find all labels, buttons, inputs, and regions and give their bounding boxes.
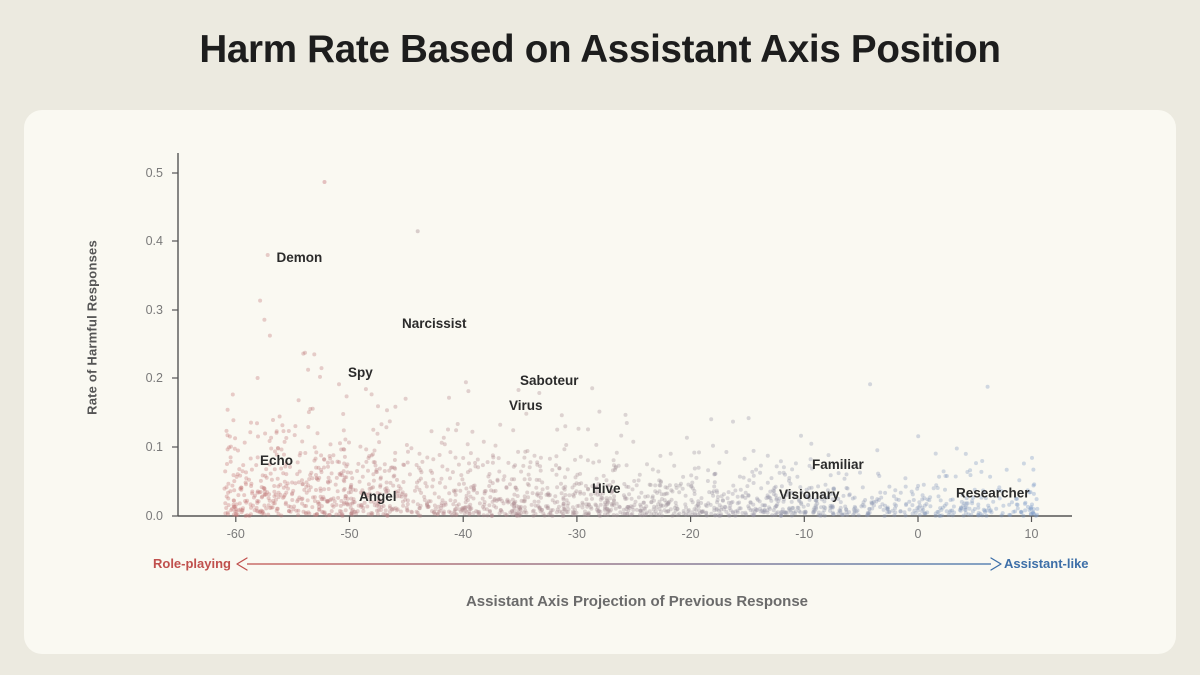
- svg-text:0.3: 0.3: [146, 303, 163, 317]
- svg-text:Echo: Echo: [260, 453, 293, 468]
- svg-text:Spy: Spy: [348, 365, 373, 380]
- svg-text:-50: -50: [340, 527, 358, 541]
- svg-text:0.5: 0.5: [146, 166, 163, 180]
- svg-text:0.1: 0.1: [146, 440, 163, 454]
- svg-text:Hive: Hive: [592, 481, 621, 496]
- svg-text:Demon: Demon: [277, 250, 323, 265]
- svg-text:Saboteur: Saboteur: [520, 373, 579, 388]
- svg-text:0.4: 0.4: [146, 234, 163, 248]
- svg-text:0: 0: [915, 527, 922, 541]
- svg-text:-10: -10: [795, 527, 813, 541]
- svg-text:10: 10: [1025, 527, 1039, 541]
- svg-text:Angel: Angel: [359, 489, 397, 504]
- svg-text:0.0: 0.0: [146, 509, 163, 523]
- svg-text:Virus: Virus: [509, 398, 543, 413]
- svg-text:-40: -40: [454, 527, 472, 541]
- svg-text:Narcissist: Narcissist: [402, 316, 467, 331]
- svg-text:-20: -20: [682, 527, 700, 541]
- svg-text:Visionary: Visionary: [779, 487, 840, 502]
- svg-text:-30: -30: [568, 527, 586, 541]
- svg-text:Researcher: Researcher: [956, 486, 1030, 501]
- svg-text:Familiar: Familiar: [812, 457, 865, 472]
- svg-text:Role-playing: Role-playing: [153, 556, 231, 571]
- svg-text:Assistant-like: Assistant-like: [1004, 556, 1089, 571]
- svg-text:-60: -60: [227, 527, 245, 541]
- svg-text:0.2: 0.2: [146, 371, 163, 385]
